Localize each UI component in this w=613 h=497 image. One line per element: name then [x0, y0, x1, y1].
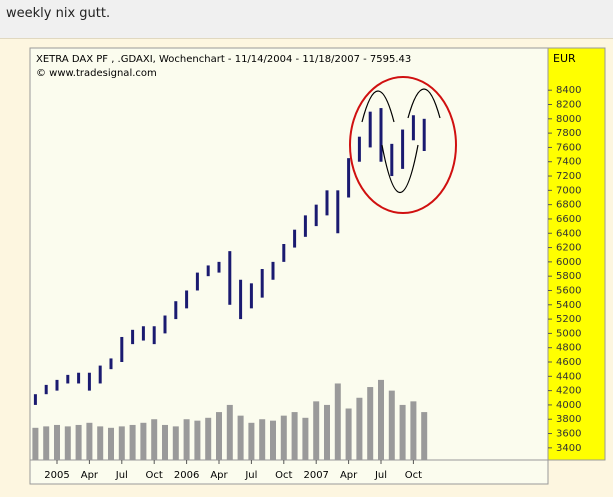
volume-bar: [356, 397, 363, 460]
y-tick-label: 4800: [556, 343, 581, 354]
volume-bar: [162, 424, 168, 460]
y-tick-label: 8400: [556, 85, 581, 96]
volume-bar: [64, 426, 71, 460]
y-tick-label: 6600: [556, 214, 581, 225]
x-tick-label: 2006: [174, 470, 199, 481]
volume-bar: [270, 420, 276, 460]
volume-bar: [388, 390, 395, 460]
y-tick-label: 7800: [556, 128, 581, 139]
y-tick-label: 6200: [556, 243, 581, 254]
chart-subtitle: © www.tradesignal.com: [36, 68, 157, 79]
volume-bar: [334, 383, 341, 460]
volume-bar: [32, 427, 39, 460]
y-tick-label: 7400: [556, 157, 581, 168]
y-tick-label: 5200: [556, 314, 581, 325]
y-tick-label: 4000: [556, 400, 581, 411]
volume-bar: [302, 417, 309, 460]
volume-bar: [345, 408, 352, 460]
y-tick-label: 5600: [556, 285, 581, 296]
volume-bar: [183, 419, 190, 460]
volume-bar: [205, 417, 212, 460]
volume-bar: [194, 420, 201, 460]
marks: 3400 3600 3800 4000 4200 4400 4600 4800 5000 5200…: [32, 85, 581, 481]
y-tick-label: 3400: [556, 443, 581, 454]
volume-bar: [97, 426, 104, 460]
y-tick-label: 8000: [556, 114, 581, 125]
x-tick-label: 2007: [303, 470, 328, 481]
volume-bar: [108, 427, 114, 460]
volume-bar: [226, 404, 233, 460]
plot-area: [29, 47, 549, 461]
x-axis-panel: [29, 459, 549, 485]
highlight-ellipse: [349, 76, 457, 214]
y-tick-label: 4600: [556, 357, 581, 368]
volume-bar: [259, 419, 266, 460]
x-tick-label: 2005: [44, 470, 69, 481]
x-tick-label: Apr: [81, 470, 99, 481]
volume-bar: [248, 422, 255, 460]
volume-bar: [399, 404, 406, 460]
y-tick-label: 5800: [556, 271, 581, 282]
x-tick-label: Oct: [275, 470, 292, 481]
y-tick-label: 5000: [556, 328, 581, 339]
x-tick-label: Jul: [115, 470, 128, 481]
volume-bar: [410, 401, 417, 460]
axis-unit: EUR: [553, 52, 576, 65]
arc: [361, 90, 395, 123]
volume-bar: [313, 401, 320, 460]
y-tick-label: 6000: [556, 257, 581, 268]
volume-bar: [43, 426, 50, 460]
volume-bar: [86, 422, 93, 460]
volume-bar: [421, 412, 428, 460]
arc: [407, 88, 441, 119]
volume-bar: [280, 415, 287, 460]
volume-bar: [367, 387, 374, 460]
x-tick-label: Apr: [340, 470, 358, 481]
y-tick-label: 3800: [556, 414, 581, 425]
y-tick-label: 7600: [556, 142, 581, 153]
volume-bar: [237, 415, 244, 460]
volume-bar: [151, 419, 158, 460]
volume-bar: [291, 412, 298, 460]
y-tick-label: 7000: [556, 185, 581, 196]
arc: [381, 144, 419, 194]
axis-panel: [547, 47, 606, 461]
volume-bar: [118, 426, 125, 460]
volume-bar: [54, 424, 60, 460]
x-tick-label: Oct: [146, 470, 163, 481]
y-tick-label: 6400: [556, 228, 581, 239]
volume-bar: [75, 424, 82, 460]
y-tick-label: 4400: [556, 371, 581, 382]
volume-bar: [324, 404, 330, 460]
y-tick-label: 6800: [556, 200, 581, 211]
y-tick-label: 8200: [556, 100, 581, 111]
y-tick-label: 5400: [556, 300, 581, 311]
volume-bar: [378, 379, 384, 460]
chart-title: XETRA DAX PF , .GDAXI, Wochenchart - 11/…: [36, 54, 411, 65]
volume-bar: [216, 412, 222, 460]
volume-bar: [172, 426, 179, 460]
y-tick-label: 3600: [556, 429, 581, 440]
x-tick-label: Jul: [374, 470, 387, 481]
x-tick-label: Oct: [405, 470, 422, 481]
volume-bar: [140, 422, 147, 460]
x-tick-label: Jul: [244, 470, 257, 481]
x-tick-label: Apr: [210, 470, 228, 481]
volume-bar: [129, 424, 136, 460]
post-text: weekly nix gutt.: [6, 6, 111, 21]
y-tick-label: 7200: [556, 171, 581, 182]
y-tick-label: 4200: [556, 386, 581, 397]
